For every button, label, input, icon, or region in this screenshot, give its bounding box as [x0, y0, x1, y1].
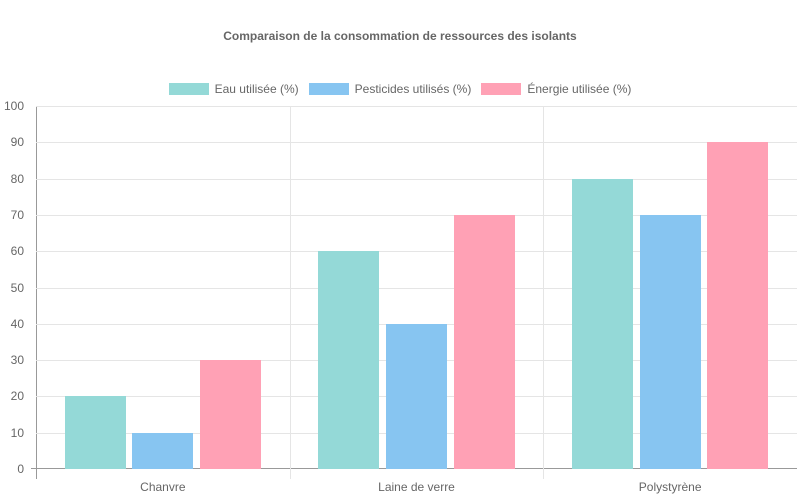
legend-label: Énergie utilisée (%) — [527, 82, 632, 96]
y-tick-label: 0 — [17, 462, 24, 476]
category-divider — [289, 106, 291, 479]
gridline — [36, 251, 797, 253]
legend-item[interactable]: Énergie utilisée (%) — [481, 82, 631, 96]
gridline — [36, 287, 797, 289]
bar[interactable] — [132, 432, 194, 469]
y-axis — [36, 106, 37, 479]
bar[interactable] — [453, 214, 515, 469]
y-tick-label: 50 — [10, 280, 24, 295]
y-tick-label: 30 — [10, 353, 24, 368]
legend-label: Pesticides utilisés (%) — [354, 82, 472, 96]
bar[interactable] — [64, 396, 126, 469]
legend-label: Eau utilisée (%) — [214, 82, 299, 96]
y-tick-label: 80 — [10, 171, 24, 186]
gridline — [36, 142, 797, 144]
bar[interactable] — [639, 214, 701, 469]
bar[interactable] — [200, 360, 261, 469]
bar[interactable] — [572, 178, 633, 469]
x-tick-label: Polystyrène — [638, 480, 702, 494]
legend-swatch — [168, 83, 209, 95]
bar[interactable] — [707, 142, 769, 469]
x-tick-label: Laine de verre — [378, 480, 455, 494]
chart-title: Comparaison de la consommation de ressou… — [223, 29, 577, 43]
gridline — [36, 106, 797, 107]
y-tick-label: 10 — [10, 425, 24, 440]
gridline — [36, 214, 797, 216]
legend-item[interactable]: Eau utilisée (%) — [168, 82, 299, 96]
y-tick-label: 20 — [10, 389, 24, 404]
legend-swatch — [308, 83, 349, 95]
y-tick-label: 90 — [10, 135, 24, 150]
legend-item[interactable]: Pesticides utilisés (%) — [308, 82, 472, 96]
category-divider — [543, 106, 545, 479]
bar[interactable] — [318, 251, 380, 469]
chart-legend: Eau utilisée (%) Pesticides utilisés (%) É… — [0, 82, 800, 96]
y-tick-label: 60 — [10, 244, 24, 259]
x-tick-label: Chanvre — [140, 480, 186, 494]
gridline — [36, 178, 797, 180]
plot-area: 0 10 20 30 40 50 60 70 80 90 100 Chanvre Laine de ve… — [4, 99, 797, 494]
bar[interactable] — [386, 323, 447, 469]
y-tick-label: 100 — [3, 99, 24, 113]
y-tick-label: 70 — [10, 207, 24, 222]
legend-swatch — [481, 83, 522, 95]
y-tick-label: 40 — [10, 316, 24, 331]
